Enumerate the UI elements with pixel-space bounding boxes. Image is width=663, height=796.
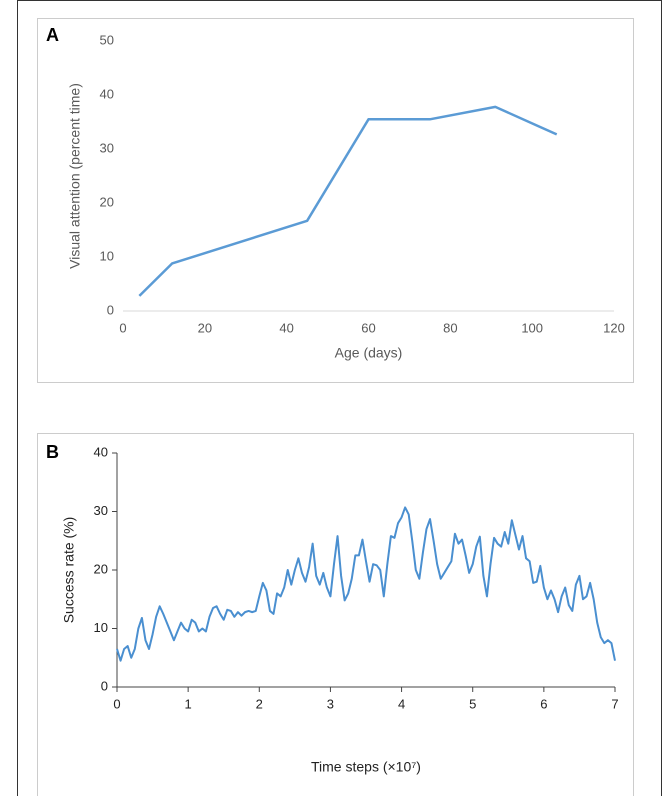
x-tick-label: 0 [119, 320, 126, 335]
y-tick-label: 50 [100, 32, 114, 47]
data-line [138, 105, 558, 297]
y-tick-label: 30 [100, 140, 114, 155]
x-tick-label: 7 [611, 696, 618, 711]
y-axis-label: Visual attention (percent time) [67, 83, 83, 269]
x-tick-label: 100 [521, 320, 543, 335]
y-tick-label: 10 [94, 620, 108, 635]
panel-label: B [46, 442, 59, 462]
x-tick-label: 6 [540, 696, 547, 711]
y-tick-label: 30 [94, 503, 108, 518]
x-tick-label: 4 [398, 696, 405, 711]
y-axis-label: Success rate (%) [61, 517, 77, 624]
y-tick-label: 20 [94, 561, 108, 576]
y-tick-label: 0 [101, 678, 108, 693]
x-tick-label: 120 [603, 320, 625, 335]
x-tick-label: 0 [113, 696, 120, 711]
y-tick-label: 20 [100, 194, 114, 209]
panel-box [37, 18, 634, 383]
panel-box [37, 433, 634, 796]
x-axis-label: Age (days) [335, 345, 403, 361]
y-tick-label: 10 [100, 248, 114, 263]
x-tick-label: 2 [256, 696, 263, 711]
y-tick-label: 40 [100, 86, 114, 101]
x-tick-label: 60 [361, 320, 375, 335]
x-tick-label: 3 [327, 696, 334, 711]
x-tick-label: 5 [469, 696, 476, 711]
x-tick-label: 40 [279, 320, 293, 335]
x-tick-label: 80 [443, 320, 457, 335]
data-line [116, 506, 616, 662]
y-tick-label: 0 [107, 302, 114, 317]
x-tick-label: 1 [185, 696, 192, 711]
x-tick-label: 20 [198, 320, 212, 335]
y-tick-label: 40 [94, 444, 108, 459]
panel-label: A [46, 25, 59, 45]
x-axis-label: Time steps (×10⁷) [311, 759, 421, 775]
